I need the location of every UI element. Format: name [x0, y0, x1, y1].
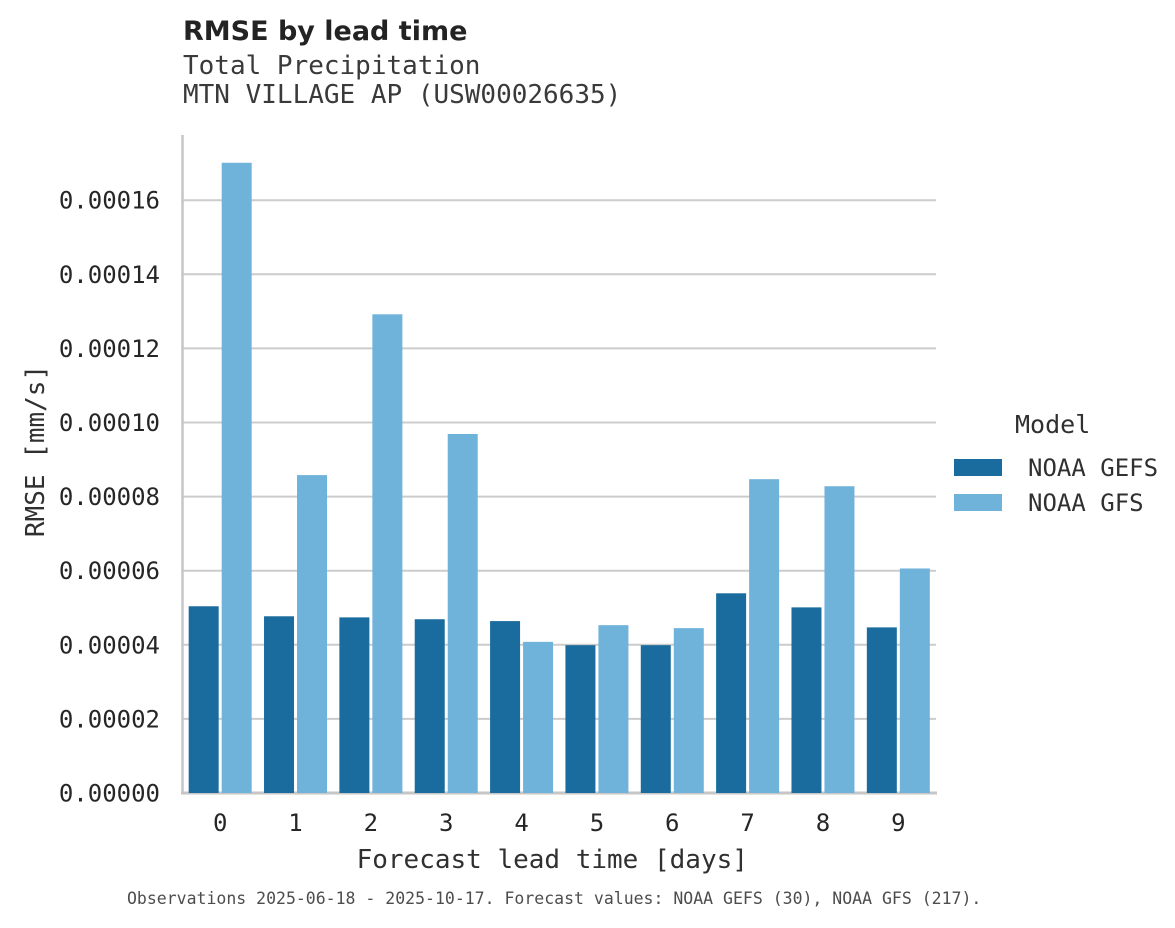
y-tick-label: 0.00008	[59, 483, 160, 511]
legend-entry-noaa-gefs: NOAA GEFS	[954, 450, 1158, 485]
y-tick-label: 0.00012	[59, 335, 160, 363]
bar-noaa-gefs-lead-0	[188, 606, 219, 793]
x-tick-label: 0	[213, 809, 227, 837]
bar-noaa-gfs-lead-4	[523, 641, 554, 793]
x-tick-label: 9	[891, 809, 905, 837]
x-tick-label: 2	[364, 809, 378, 837]
x-tick-label: 8	[816, 809, 830, 837]
legend-title: Model	[1015, 410, 1091, 439]
bar-noaa-gfs-lead-5	[598, 625, 629, 793]
bar-noaa-gefs-lead-2	[339, 617, 370, 793]
chart-subtitle: Total Precipitation MTN VILLAGE AP (USW0…	[183, 52, 621, 110]
legend-swatch-noaa-gfs	[954, 494, 1002, 511]
chart-subtitle-station: MTN VILLAGE AP (USW00026635)	[183, 80, 622, 110]
x-tick-label: 5	[590, 809, 604, 837]
chart-header: RMSE by lead time Total Precipitation MT…	[183, 16, 621, 110]
x-tick-label: 6	[665, 809, 679, 837]
bar-noaa-gfs-lead-8	[824, 486, 855, 793]
bar-noaa-gfs-lead-2	[372, 314, 403, 793]
bar-noaa-gefs-lead-9	[866, 627, 897, 793]
bar-noaa-gefs-lead-5	[565, 645, 596, 793]
y-tick-label: 0.00016	[59, 187, 160, 215]
legend-label-noaa-gefs: NOAA GEFS	[1028, 453, 1159, 482]
bar-noaa-gfs-lead-6	[673, 628, 704, 793]
y-tick-label: 0.00002	[59, 705, 160, 733]
chart-subtitle-variable: Total Precipitation	[183, 51, 481, 81]
bar-noaa-gfs-lead-7	[749, 479, 780, 793]
x-tick-label: 4	[514, 809, 528, 837]
legend-swatch-noaa-gefs	[954, 459, 1002, 476]
bar-noaa-gefs-lead-6	[640, 645, 671, 793]
legend-label-noaa-gfs: NOAA GFS	[1028, 488, 1144, 517]
y-tick-label: 0.00000	[59, 780, 160, 808]
footer-caption: Observations 2025-06-18 - 2025-10-17. Fo…	[127, 889, 982, 908]
chart-title: RMSE by lead time	[183, 16, 468, 47]
bar-noaa-gefs-lead-7	[716, 593, 747, 793]
legend-entry-noaa-gfs: NOAA GFS	[954, 485, 1158, 520]
x-tick-label: 7	[740, 809, 754, 837]
bar-noaa-gefs-lead-8	[791, 607, 822, 793]
bar-noaa-gfs-lead-9	[899, 568, 930, 793]
legend: Model NOAA GEFS NOAA GFS	[954, 410, 1158, 520]
bar-noaa-gefs-lead-3	[414, 619, 445, 793]
y-axis-title: RMSE [mm/s]	[21, 365, 51, 537]
y-tick-label: 0.00006	[59, 557, 160, 585]
bar-noaa-gefs-lead-4	[490, 621, 521, 793]
x-tick-label: 1	[288, 809, 302, 837]
bar-noaa-gfs-lead-3	[447, 433, 478, 793]
x-tick-label: 3	[439, 809, 453, 837]
bar-noaa-gfs-lead-0	[221, 162, 252, 794]
y-tick-label: 0.00010	[59, 409, 160, 437]
x-axis-title: Forecast lead time [days]	[357, 845, 748, 875]
bar-noaa-gefs-lead-1	[264, 616, 295, 793]
y-tick-label: 0.00004	[59, 631, 160, 659]
bar-noaa-gfs-lead-1	[297, 475, 328, 793]
y-tick-label: 0.00014	[59, 261, 160, 289]
